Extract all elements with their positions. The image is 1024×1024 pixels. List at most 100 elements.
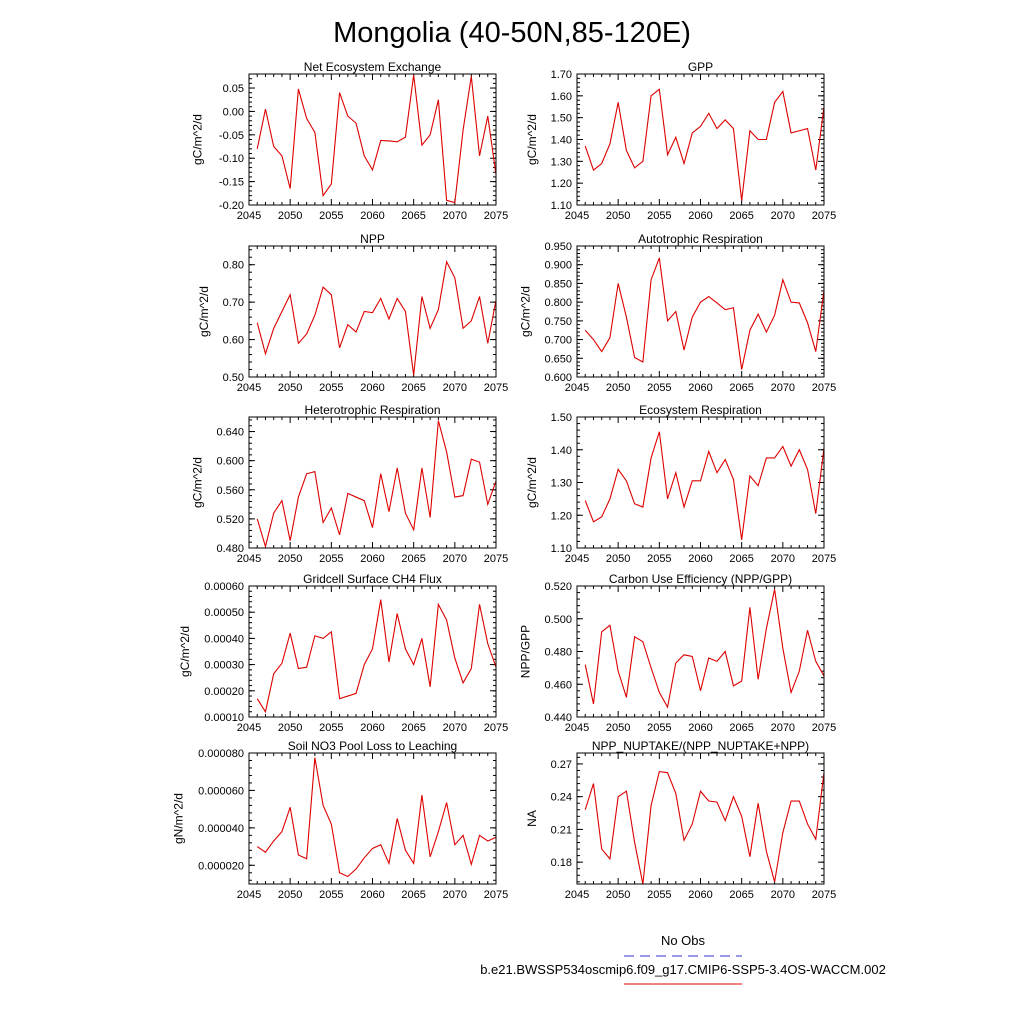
chart-panel-7: Carbon Use Efficiency (NPP/GPP) 2045 2050 2…: [519, 572, 837, 734]
y-tick-label: 0.750: [544, 316, 572, 328]
plot-frame: [576, 752, 825, 885]
y-tick-label: 0.500: [544, 614, 572, 626]
y-tick-label: 1.40: [551, 445, 572, 457]
x-tick-label: 2065: [729, 722, 753, 734]
x-tick-label: 2045: [237, 722, 261, 734]
x-tick-label: 2065: [401, 553, 425, 565]
y-tick-label: 0.480: [544, 647, 572, 659]
x-tick-label: 2075: [484, 382, 508, 394]
y-tick-label: -0.15: [219, 177, 244, 189]
y-tick-label: -0.05: [219, 130, 244, 142]
x-tick-label: 2045: [565, 722, 589, 734]
x-tick-label: 2070: [771, 553, 795, 565]
y-tick-label: 0.00: [223, 106, 244, 118]
x-tick-label: 2070: [443, 889, 467, 901]
y-tick-label: 0.900: [544, 260, 572, 272]
series-line: [256, 599, 497, 714]
x-tick-label: 2065: [401, 722, 425, 734]
y-tick-label: 0.480: [216, 543, 244, 555]
x-tick-label: 2055: [319, 210, 343, 222]
y-tick-label: 1.20: [551, 178, 572, 190]
y-tick-label: 0.650: [544, 353, 572, 365]
y-tick-label: 0.70: [223, 297, 244, 309]
y-tick-label: 0.18: [551, 857, 572, 869]
y-tick-label: 0.00030: [204, 660, 244, 672]
chart-panel-2: NPP 2045 2050 2055 2060 2065 2070 2075 0.50 0.60 0…: [197, 232, 508, 394]
x-tick-label: 2075: [812, 382, 836, 394]
x-tick-label: 2050: [606, 553, 630, 565]
x-tick-label: 2075: [812, 889, 836, 901]
x-tick-label: 2065: [401, 889, 425, 901]
y-tick-label: 0.800: [544, 297, 572, 309]
chart-panel-5: Ecosystem Respiration 2045 2050 2055 2060 206…: [525, 403, 836, 565]
chart-title: Carbon Use Efficiency (NPP/GPP): [609, 572, 792, 586]
series-line: [584, 431, 825, 540]
y-tick-label: 1.40: [551, 135, 572, 147]
x-tick-label: 2065: [729, 382, 753, 394]
x-tick-label: 2050: [278, 382, 302, 394]
y-tick-label: 0.520: [544, 581, 572, 593]
x-tick-label: 2045: [565, 889, 589, 901]
x-tick-label: 2050: [278, 553, 302, 565]
y-tick-label: 0.640: [216, 427, 244, 439]
x-tick-label: 2070: [443, 722, 467, 734]
x-tick-label: 2055: [319, 553, 343, 565]
y-tick-label: 0.950: [544, 241, 572, 253]
x-tick-label: 2060: [688, 889, 712, 901]
plot-frame: [576, 585, 825, 718]
x-tick-label: 2055: [319, 722, 343, 734]
legend: No Obs b.e21.BWSSP534oscmip6.f09_g17.CMI…: [480, 933, 886, 985]
x-tick-label: 2055: [319, 382, 343, 394]
y-tick-label: 1.30: [551, 156, 572, 168]
x-tick-label: 2070: [443, 382, 467, 394]
x-tick-label: 2045: [565, 210, 589, 222]
y-tick-label: 0.000080: [198, 748, 244, 760]
x-tick-label: 2045: [565, 553, 589, 565]
x-tick-label: 2055: [647, 553, 671, 565]
x-tick-label: 2065: [729, 553, 753, 565]
x-tick-label: 2050: [606, 889, 630, 901]
x-tick-label: 2070: [771, 382, 795, 394]
y-tick-label: 0.00060: [204, 581, 244, 593]
x-tick-label: 2060: [360, 553, 384, 565]
x-tick-label: 2070: [443, 553, 467, 565]
x-tick-label: 2070: [443, 210, 467, 222]
x-tick-label: 2060: [360, 382, 384, 394]
y-axis-label: gC/m^2/d: [191, 114, 205, 165]
y-tick-label: 0.000060: [198, 785, 244, 797]
y-tick-label: 1.20: [551, 510, 572, 522]
y-tick-label: 0.460: [544, 679, 572, 691]
chart-title: Soil NO3 Pool Loss to Leaching: [288, 739, 457, 753]
y-tick-label: 0.000040: [198, 823, 244, 835]
x-tick-label: 2050: [606, 722, 630, 734]
x-tick-label: 2060: [360, 210, 384, 222]
chart-title: NPP: [360, 232, 385, 246]
y-tick-label: 0.21: [551, 824, 572, 836]
y-tick-label: 1.70: [551, 69, 572, 81]
y-tick-label: -0.20: [219, 200, 244, 212]
y-tick-label: -0.10: [219, 153, 244, 165]
x-tick-label: 2045: [565, 382, 589, 394]
chart-title: Heterotrophic Respiration: [304, 403, 440, 417]
x-tick-label: 2065: [729, 889, 753, 901]
series-line: [256, 259, 497, 376]
y-tick-label: 0.00020: [204, 686, 244, 698]
x-tick-label: 2075: [484, 722, 508, 734]
y-tick-label: 0.60: [223, 335, 244, 347]
y-tick-label: 0.50: [223, 372, 244, 384]
x-tick-label: 2060: [688, 722, 712, 734]
x-tick-label: 2060: [688, 382, 712, 394]
y-tick-label: 0.440: [544, 712, 572, 724]
y-tick-label: 1.50: [551, 113, 572, 125]
plot-frame: [576, 245, 825, 378]
y-tick-label: 0.600: [544, 372, 572, 384]
x-tick-label: 2070: [771, 722, 795, 734]
x-tick-label: 2045: [237, 889, 261, 901]
x-tick-label: 2065: [401, 382, 425, 394]
x-tick-label: 2045: [237, 382, 261, 394]
y-tick-label: 0.05: [223, 83, 244, 95]
plot-frame: [248, 585, 497, 718]
page-title: Mongolia (40-50N,85-120E): [333, 17, 691, 49]
y-tick-label: 0.700: [544, 335, 572, 347]
x-tick-label: 2070: [771, 889, 795, 901]
